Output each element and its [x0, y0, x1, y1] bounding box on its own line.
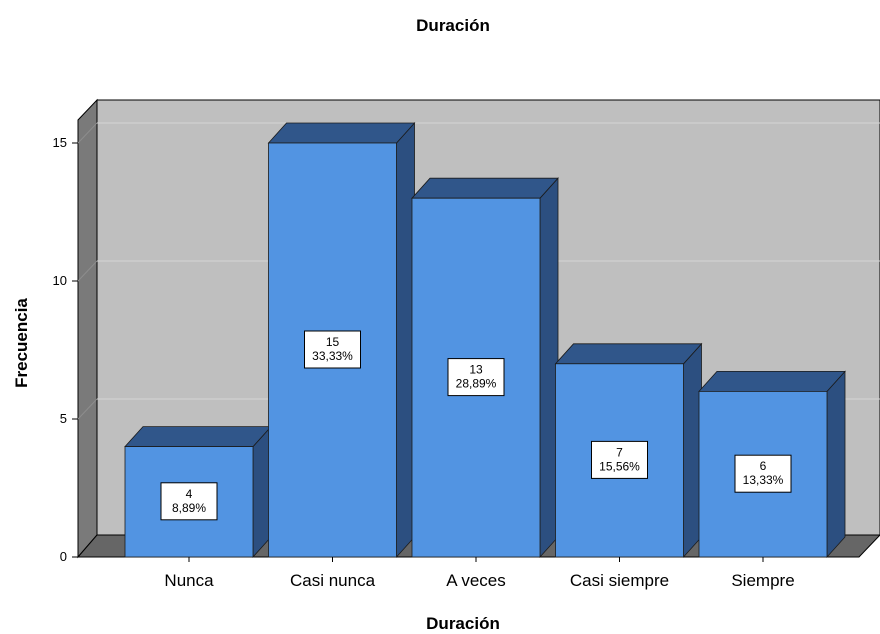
- data-label-percent: 8,89%: [172, 501, 206, 515]
- y-tick-label: 0: [60, 549, 67, 564]
- bar-top: [698, 370, 846, 392]
- bar: 48,89%: [124, 425, 272, 559]
- data-label-percent: 28,89%: [456, 377, 497, 391]
- data-label-box: [447, 358, 505, 397]
- data-label-box: [591, 440, 648, 479]
- bar-side: [826, 370, 846, 559]
- bar-top: [267, 122, 416, 144]
- x-tick-label: Siempre: [731, 571, 794, 590]
- y-axis-label: Frecuencia: [12, 298, 31, 388]
- data-label-percent: 13,33%: [743, 473, 784, 487]
- data-label-value: 7: [616, 445, 623, 459]
- gridline-side: [77, 398, 98, 420]
- bar: 613,33%: [698, 370, 846, 559]
- gridline-side: [77, 260, 98, 282]
- data-label-percent: 33,33%: [312, 349, 353, 363]
- bar-top: [411, 177, 559, 199]
- y-tick-label: 15: [53, 135, 67, 150]
- bar-top: [554, 343, 703, 365]
- x-axis-label: Duración: [426, 614, 500, 633]
- left-wall: [77, 98, 98, 559]
- y-tick-label: 5: [60, 411, 67, 426]
- bar: 715,56%: [554, 342, 703, 559]
- x-tick-label: Casi siempre: [570, 571, 669, 590]
- data-label-value: 4: [186, 487, 193, 501]
- bar-top: [124, 426, 272, 448]
- x-axis-categories: Nunca Casi nunca A veces Casi siempre Siempr…: [164, 557, 795, 590]
- x-tick-label: Casi nunca: [290, 571, 376, 590]
- x-tick-label: A veces: [446, 571, 506, 590]
- data-label-box: [734, 454, 792, 493]
- data-label-value: 13: [469, 363, 483, 377]
- data-label-box: [304, 330, 361, 369]
- gridline-side: [77, 122, 98, 144]
- chart-title: Duración: [416, 16, 490, 35]
- data-label-percent: 15,56%: [599, 459, 640, 473]
- y-tick-label: 10: [53, 273, 67, 288]
- data-label-value: 6: [760, 459, 767, 473]
- data-label-value: 15: [326, 335, 340, 349]
- x-tick-label: Nunca: [164, 571, 214, 590]
- y-axis-ticks: 0 5 10 15: [53, 135, 78, 564]
- data-label-box: [160, 482, 218, 521]
